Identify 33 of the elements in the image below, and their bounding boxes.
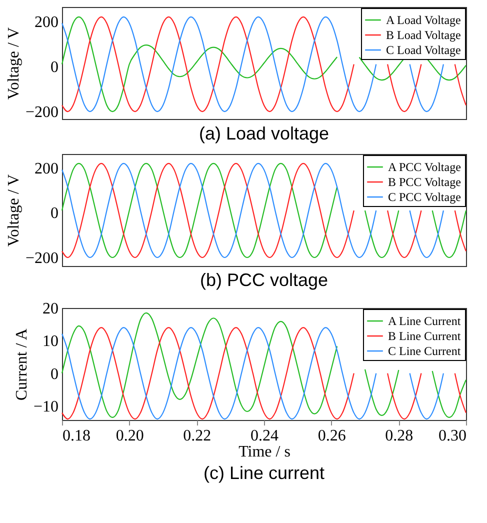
x-tick-label: 0.22 [183, 428, 212, 444]
y-axis-title: Voltage / V [5, 174, 22, 247]
text: (a) Load voltage [198, 124, 330, 144]
y-tick-label: −10 [33, 398, 58, 416]
y-tick-label: 0 [50, 366, 58, 383]
legend-label: B Line Current [388, 329, 462, 343]
y-tick-label: 200 [34, 160, 58, 178]
y-tick-label: 0 [50, 205, 58, 222]
legend-label: A Load Voltage [386, 13, 461, 27]
legend-label: C Load Voltage [386, 43, 461, 57]
x-tick-label: 0.28 [385, 428, 414, 444]
legend-label: C PCC Voltage [388, 190, 461, 204]
x-tick-label: 0.18 [62, 428, 90, 444]
y-tick-label: 20 [42, 300, 58, 318]
legend-label: A Line Current [388, 314, 462, 328]
text: (c) Line current [203, 463, 325, 483]
y-tick-label: 10 [42, 333, 58, 350]
legend-label: C Line Current [388, 344, 462, 358]
legend-label: A PCC Voltage [388, 160, 461, 174]
legend-label: B Load Voltage [386, 28, 461, 42]
y-tick-label: −200 [25, 250, 58, 267]
x-tick-label: 0.24 [250, 428, 278, 444]
x-tick-label: 0.20 [116, 428, 144, 444]
y-tick-label: −200 [25, 104, 58, 122]
y-axis-title: Current / A [13, 328, 30, 400]
x-tick-label: 0.30 [438, 428, 466, 444]
y-axis-title: Voltage / V [5, 26, 22, 100]
legend-label: B PCC Voltage [388, 175, 461, 189]
y-tick-label: 200 [34, 14, 58, 31]
x-axis-title: Time / s [238, 444, 290, 460]
x-tick-label: 0.26 [318, 428, 346, 444]
y-tick-label: 0 [50, 58, 58, 76]
text: (b) PCC voltage [200, 270, 328, 290]
